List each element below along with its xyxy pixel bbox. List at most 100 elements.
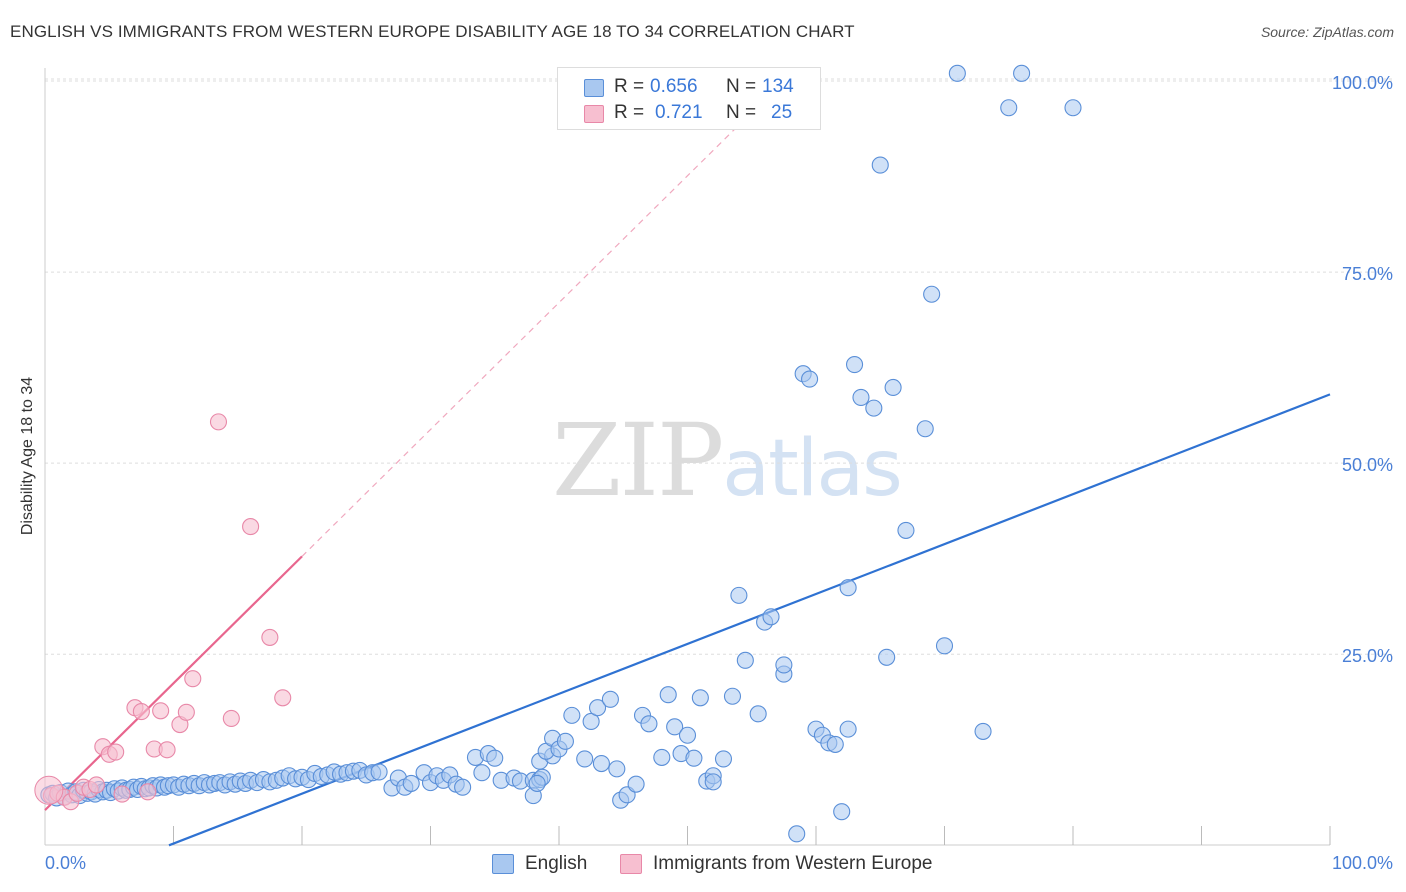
immigrants-point: [209, 413, 228, 431]
english-point: [592, 754, 610, 773]
english-point: [454, 778, 472, 796]
english-point: [627, 775, 645, 793]
english-point: [935, 637, 954, 655]
english-point: [878, 648, 896, 666]
legend-label: Immigrants from Western Europe: [653, 853, 933, 874]
stats-row-immigrants: R = 0.721 N = 25: [558, 102, 820, 128]
english-point: [601, 690, 619, 708]
y-tick-label: 75.0%: [1342, 264, 1393, 284]
immigrants-point: [152, 702, 170, 720]
english-point: [563, 706, 581, 724]
n-value: 25: [771, 102, 793, 123]
tick-layer: 25.0% 50.0% 75.0% 100.0% 0.0% 100.0%: [45, 73, 1393, 873]
bottom-legend: English Immigrants from Western Europe: [0, 852, 1406, 878]
immigrants-trend-extension: [301, 118, 746, 557]
english-point: [1000, 99, 1018, 117]
stats-row-english: R = 0.656 N = 134: [558, 76, 820, 102]
immigrants-point: [139, 783, 157, 801]
immigrants-point: [158, 741, 176, 759]
english-point: [974, 722, 992, 740]
english-point: [826, 735, 844, 753]
point-layer: [34, 64, 1082, 843]
english-point: [723, 687, 742, 705]
english-point: [788, 825, 806, 843]
english-swatch: [492, 854, 514, 874]
english-point: [897, 521, 915, 539]
immigrants-point: [274, 689, 292, 707]
english-point: [801, 370, 819, 388]
chart-source: Source: ZipAtlas.com: [1260, 24, 1394, 40]
n-label: N =: [726, 76, 757, 97]
english-point: [582, 712, 600, 731]
immigrants-point: [184, 670, 202, 688]
english-point: [666, 718, 684, 736]
english-point: [402, 774, 420, 792]
immigrants-point: [34, 775, 64, 805]
legend-label: English: [525, 853, 588, 874]
english-point: [775, 656, 793, 674]
immigrants-point: [107, 743, 125, 761]
x-tick-label: 0.0%: [45, 853, 86, 873]
english-point: [884, 378, 902, 397]
english-swatch: [584, 79, 604, 97]
english-point: [839, 579, 857, 597]
immigrants-point: [242, 518, 260, 536]
english-point: [923, 285, 941, 303]
grid-layer: [45, 78, 1392, 655]
immigrants-trend-line: [44, 555, 303, 811]
english-point: [685, 749, 703, 767]
immigrants-point: [261, 628, 279, 646]
english-point: [730, 586, 748, 604]
immigrants-swatch: [620, 854, 642, 874]
english-point: [370, 763, 388, 781]
english-point: [865, 399, 883, 417]
english-point: [916, 420, 934, 438]
english-point: [704, 773, 722, 791]
watermark-atlas: atlas: [722, 424, 902, 514]
immigrants-swatch: [584, 105, 604, 123]
immigrants-point: [177, 703, 195, 721]
n-label: N =: [726, 102, 757, 123]
english-point: [1064, 99, 1082, 117]
english-point: [659, 686, 677, 704]
axis-layer: [44, 68, 1331, 846]
r-value: 0.656: [650, 76, 698, 97]
english-point: [588, 699, 607, 717]
x-tick-label: 100.0%: [1332, 853, 1393, 873]
english-point: [528, 774, 546, 792]
r-value: 0.721: [655, 102, 703, 123]
watermark: ZIPatlas: [552, 402, 903, 519]
immigrants-point: [222, 709, 240, 727]
n-value: 134: [762, 76, 794, 97]
english-point: [948, 64, 966, 82]
immigrants-point: [132, 702, 150, 721]
english-point: [833, 803, 851, 821]
english-point: [839, 720, 857, 738]
english-point: [473, 764, 491, 782]
english-point: [762, 608, 780, 626]
english-point: [653, 748, 671, 766]
watermark-zip: ZIP: [552, 402, 724, 519]
chart-title: ENGLISH VS IMMIGRANTS FROM WESTERN EUROP…: [10, 22, 855, 41]
english-point: [486, 749, 504, 767]
r-label: R =: [614, 76, 645, 97]
english-point: [714, 750, 733, 768]
stats-legend: R = 0.656 N = 134 R = 0.721 N = 25: [557, 67, 821, 130]
immigrants-point: [87, 776, 105, 794]
english-point: [736, 651, 754, 669]
immigrants-point: [113, 785, 131, 803]
english-point: [852, 388, 870, 406]
english-point: [871, 156, 889, 174]
y-tick-label: 50.0%: [1342, 455, 1393, 475]
english-point: [691, 689, 709, 707]
y-tick-label: 100.0%: [1332, 73, 1393, 93]
english-point: [640, 715, 658, 733]
english-point: [556, 732, 574, 750]
english-point: [749, 705, 767, 723]
english-point: [678, 726, 697, 744]
english-point: [608, 760, 626, 778]
y-tick-label: 25.0%: [1342, 646, 1393, 666]
english-point: [845, 356, 864, 374]
english-point: [1013, 64, 1031, 82]
